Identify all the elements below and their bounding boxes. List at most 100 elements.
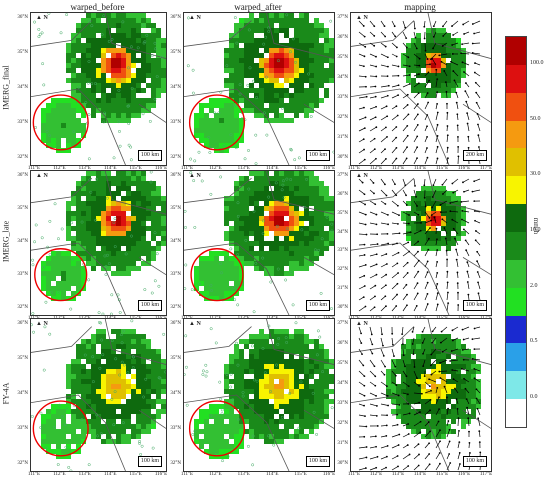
precip-cell: [289, 63, 294, 68]
precip-cell: [254, 374, 259, 379]
precip-cell: [156, 384, 161, 389]
precip-cell: [214, 291, 219, 296]
precip-cell: [209, 128, 214, 133]
precip-cell: [96, 23, 101, 28]
motion-vector: [403, 32, 406, 38]
precip-cell: [141, 221, 146, 226]
precip-cell: [274, 63, 279, 68]
precip-cell: [309, 43, 314, 48]
colorbar-segment: [506, 65, 526, 93]
precip-cell: [441, 429, 446, 434]
precip-cell: [294, 221, 299, 226]
precip-cell: [441, 83, 446, 88]
precip-cell: [284, 73, 289, 78]
motion-vector: [381, 127, 386, 131]
precip-cell: [229, 271, 234, 276]
precip-cell: [441, 38, 446, 43]
precip-cell: [456, 344, 461, 349]
motion-vector: [392, 349, 394, 356]
precip-cell: [151, 23, 156, 28]
motion-vector-head: [479, 441, 481, 443]
motion-vector: [457, 103, 458, 109]
precip-cell: [214, 449, 219, 454]
precip-cell: [279, 271, 284, 276]
precip-cell: [224, 123, 229, 128]
precip-cell: [224, 271, 229, 276]
motion-vector: [370, 107, 376, 109]
scale-bar: 200 km: [463, 150, 487, 161]
precip-cell: [71, 226, 76, 231]
precip-cell: [86, 379, 91, 384]
station-dot: [141, 445, 143, 447]
precip-cell: [259, 88, 264, 93]
station-dot: [210, 193, 212, 195]
motion-vector-head: [475, 230, 477, 232]
motion-vector-head: [457, 146, 459, 148]
precip-cell: [471, 394, 476, 399]
precip-cell: [229, 88, 234, 93]
precip-cell: [199, 118, 204, 123]
motion-vector-head: [408, 251, 410, 253]
precip-cell: [451, 339, 456, 344]
station-dot: [88, 158, 90, 160]
precip-cell: [264, 58, 269, 63]
motion-vector: [403, 295, 407, 300]
precip-cell: [86, 246, 91, 251]
motion-vector-head: [454, 238, 456, 240]
precip-cell: [61, 128, 66, 133]
precip-cell: [146, 196, 151, 201]
precip-cell: [116, 394, 121, 399]
station-dot: [87, 279, 89, 281]
precip-cell: [229, 108, 234, 113]
precip-cell: [274, 48, 279, 53]
motion-vector-head: [429, 227, 431, 229]
precip-cell: [401, 58, 406, 63]
precip-cell: [304, 33, 309, 38]
precip-cell: [314, 58, 319, 63]
motion-vector: [359, 160, 365, 164]
precip-cell: [304, 63, 309, 68]
precip-cell: [304, 196, 309, 201]
precip-cell: [116, 439, 121, 444]
motion-vector: [359, 21, 364, 26]
precip-cell: [81, 429, 86, 434]
precip-cell: [314, 103, 319, 108]
precip-cell: [314, 339, 319, 344]
station-dot: [317, 330, 319, 332]
precip-cell: [289, 246, 294, 251]
precip-cell: [116, 389, 121, 394]
motion-vector: [370, 264, 377, 267]
precip-cell: [151, 73, 156, 78]
precip-cell: [304, 88, 309, 93]
precip-cell: [259, 236, 264, 241]
precip-cell: [71, 271, 76, 276]
precip-cell: [314, 354, 319, 359]
precip-cell: [146, 23, 151, 28]
precip-cell: [151, 63, 156, 68]
precip-cell: [456, 78, 461, 83]
precip-cell: [254, 369, 259, 374]
motion-vector-head: [429, 63, 431, 65]
precip-cell: [234, 261, 239, 266]
motion-vector: [359, 393, 365, 396]
precip-cell: [91, 83, 96, 88]
precip-cell: [441, 28, 446, 33]
motion-vector-head: [416, 48, 418, 50]
precip-cell: [96, 404, 101, 409]
precip-cell: [274, 98, 279, 103]
motion-vector-head: [451, 25, 453, 27]
precip-cell: [284, 68, 289, 73]
precip-cell: [416, 394, 421, 399]
precip-cell: [324, 38, 329, 43]
precip-cell: [466, 369, 471, 374]
precip-cell: [156, 88, 161, 93]
motion-vector-head: [426, 125, 428, 127]
precip-cell: [101, 216, 106, 221]
precip-cell: [204, 113, 209, 118]
precip-cell: [249, 384, 254, 389]
motion-vector-head: [428, 238, 430, 240]
precip-cell: [234, 221, 239, 226]
precip-cell: [314, 201, 319, 206]
motion-vector-head: [436, 238, 438, 240]
